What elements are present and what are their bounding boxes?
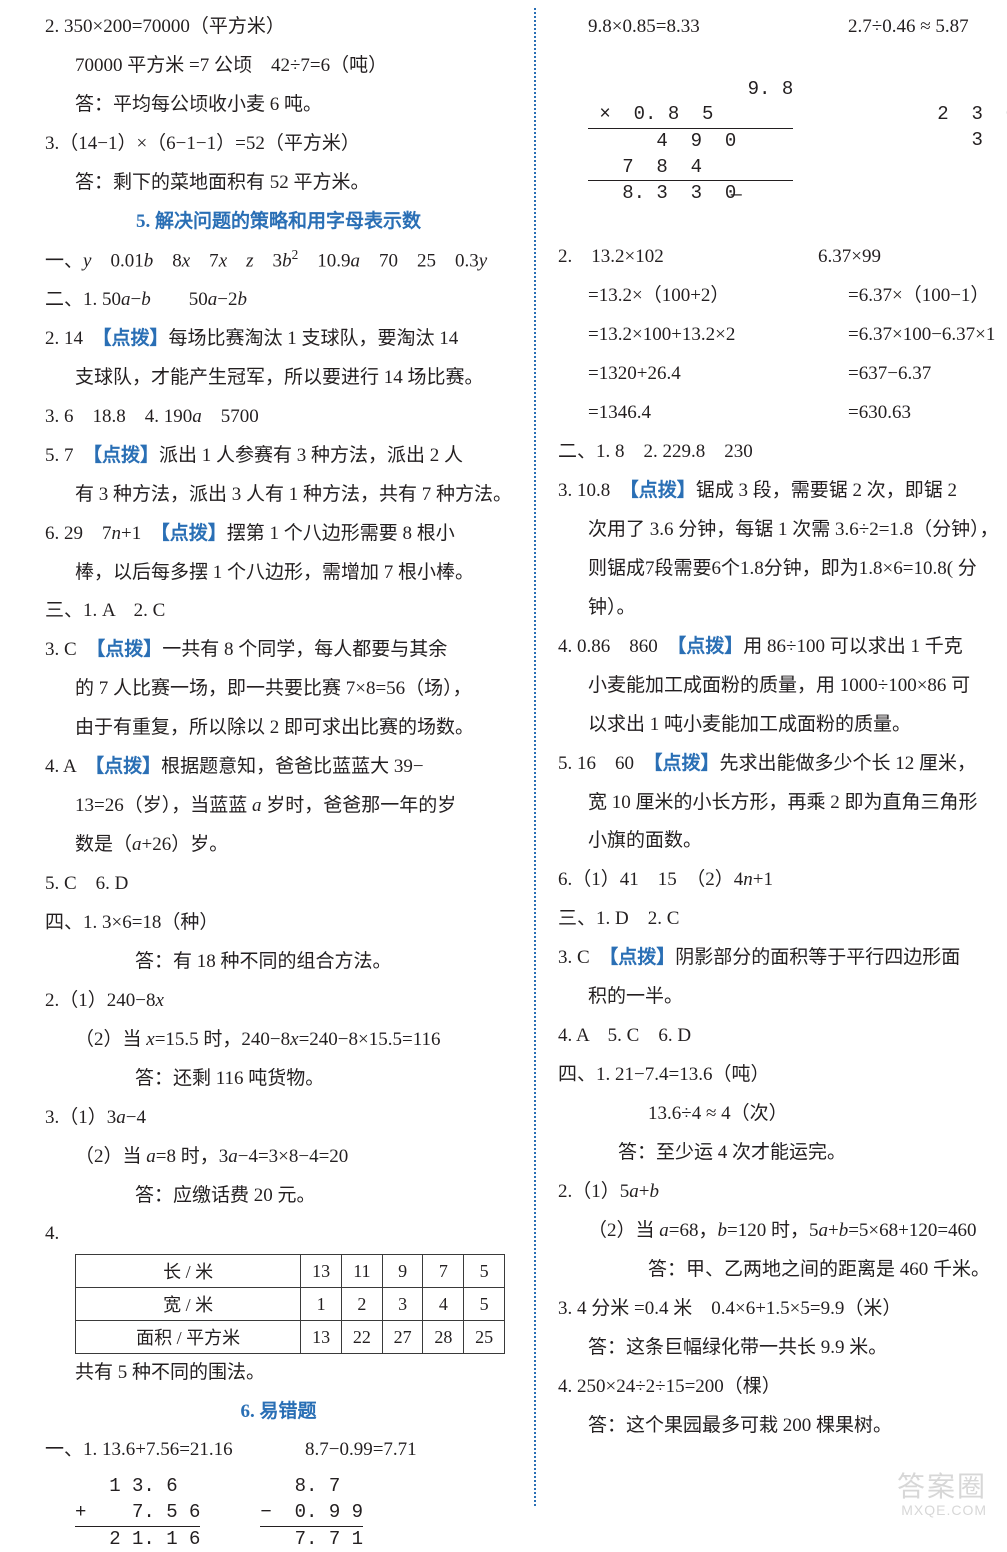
text: 3. C 【点拨】阴影部分的面积等于平行四边形面 — [558, 939, 1007, 978]
text: 数是（a+26）岁。 — [45, 826, 512, 865]
text: 4. 250×24÷2÷15=200（棵） — [558, 1368, 1007, 1407]
watermark: 答案圈 MXQE.COM — [897, 1472, 987, 1518]
text: 棒，以后每多摆 1 个八边形，需增加 7 根小棒。 — [45, 554, 512, 593]
text: （2）当 a=8 时，3a−4=3×8−4=20 — [45, 1138, 512, 1177]
text: 一、y 0.01b 8x 7x z 3b2 10.9a 70 25 0.3y — [45, 241, 512, 281]
text: 答：这条巨幅绿化带一共长 9.9 米。 — [558, 1329, 1007, 1368]
text: 四、1. 3×6=18（种） — [45, 904, 512, 943]
text: =13.2×（100+2）=6.37×（100−1） — [558, 277, 1007, 316]
text: 宽 10 厘米的小长方形，再乘 2 即为直角三角形 — [558, 784, 1007, 823]
text: 4. 0.86 860 【点拨】用 86÷100 可以求出 1 千克 — [558, 628, 1007, 667]
text: 答：甲、乙两地之间的距离是 460 千米。 — [558, 1251, 1007, 1290]
section-title-5: 5. 解决问题的策略和用字母表示数 — [45, 203, 512, 241]
text: 答：应缴话费 20 元。 — [45, 1177, 512, 1216]
text: 4. A 【点拨】根据题意知，爸爸比蓝蓝大 39− — [45, 748, 512, 787]
text: =13.2×100+13.2×2=6.37×100−6.37×1 — [558, 316, 1007, 355]
text: 9.8×0.85=8.332.7÷0.46 ≈ 5.87 — [558, 8, 1007, 47]
text: 6.（1）41 15 （2）4n+1 — [558, 861, 1007, 900]
text: 小麦能加工成面粉的质量，用 1000÷100×86 可 — [558, 667, 1007, 706]
area-table: 长 / 米1311975 宽 / 米12345 面积 / 平方米13222728… — [75, 1254, 505, 1354]
text: 答：还剩 116 吨货物。 — [45, 1060, 512, 1099]
text: =1320+26.4=637−6.37 — [558, 355, 1007, 394]
text: 3. C 【点拨】一共有 8 个同学，每人都要与其余 — [45, 631, 512, 670]
text: 的 7 人比赛一场，即一共要比赛 7×8=56（场）， — [45, 670, 512, 709]
text: 13.6÷4 ≈ 4（次） — [558, 1095, 1007, 1134]
text: 则锯成7段需要6个1.8分钟，即为1.8×6=10.8( 分 — [558, 550, 1007, 589]
text: 答：这个果园最多可栽 200 棵果树。 — [558, 1407, 1007, 1446]
text: 答：至少运 4 次才能运完。 — [558, 1134, 1007, 1173]
text: 3. 4 分米 =0.4 米 0.4×6+1.5×5=9.9（米） — [558, 1290, 1007, 1329]
text: 13=26（岁），当蓝蓝 a 岁时，爸爸那一年的岁 — [45, 787, 512, 826]
text: 答：平均每公顷收小麦 6 吨。 — [45, 86, 512, 125]
text: 钟）。 — [558, 589, 1007, 628]
text: 5. 16 60 【点拨】先求出能做多少个长 12 厘米， — [558, 745, 1007, 784]
text: 4. — [45, 1215, 512, 1254]
text: 2. 14 【点拨】每场比赛淘汰 1 支球队，要淘汰 14 — [45, 320, 512, 359]
text: 二、1. 8 2. 229.8 230 — [558, 433, 1007, 472]
right-column: 9.8×0.85=8.332.7÷0.46 ≈ 5.87 9. 8 × 0. 8… — [536, 8, 1007, 1506]
text: 以求出 1 吨小麦能加工成面粉的质量。 — [558, 706, 1007, 745]
text: （2）当 a=68，b=120 时，5a+b=5×68+120=460 — [558, 1212, 1007, 1251]
text: 三、1. D 2. C — [558, 900, 1007, 939]
text: 2.（1）5a+b — [558, 1173, 1007, 1212]
text: 积的一半。 — [558, 978, 1007, 1017]
text: 2. 13.2×1026.37×99 — [558, 238, 1007, 277]
text: 5. 7 【点拨】派出 1 人参赛有 3 种方法，派出 2 人 — [45, 437, 512, 476]
text: 次用了 3.6 分钟，每锯 1 次需 3.6÷2=1.8（分钟）， — [558, 511, 1007, 550]
text: 6. 29 7n+1 【点拨】摆第 1 个八边形需要 8 根小 — [45, 515, 512, 554]
text: 一、1. 13.6+7.56=21.168.7−0.99=7.71 — [45, 1431, 512, 1470]
table-row: 面积 / 平方米1322272825 — [76, 1321, 505, 1354]
text: =1346.4=630.63 — [558, 394, 1007, 433]
left-column: 2. 350×200=70000（平方米） 70000 平方米 =7 公顷 42… — [45, 8, 534, 1506]
text: 3.（14−1）×（6−1−1）=52（平方米） — [45, 125, 512, 164]
text: 有 3 种方法，派出 3 人有 1 种方法，共有 7 种方法。 — [45, 476, 512, 515]
text: 共有 5 种不同的围法。 — [45, 1354, 512, 1393]
text: 由于有重复，所以除以 2 即可求出比赛的场数。 — [45, 709, 512, 748]
text: 小旗的面数。 — [558, 822, 1007, 861]
text: 答：剩下的菜地面积有 52 平方米。 — [45, 164, 512, 203]
text: 三、1. A 2. C — [45, 592, 512, 631]
text: 支球队，才能产生冠军，所以要进行 14 场比赛。 — [45, 359, 512, 398]
text: 5. C 6. D — [45, 865, 512, 904]
table-row: 宽 / 米12345 — [76, 1288, 505, 1321]
text: 4. A 5. C 6. D — [558, 1017, 1007, 1056]
text: 答：有 18 种不同的组合方法。 — [45, 943, 512, 982]
table-row: 长 / 米1311975 — [76, 1255, 505, 1288]
text: （2）当 x=15.5 时，240−8x=240−8×15.5=116 — [45, 1021, 512, 1060]
text: 2.（1）240−8x — [45, 982, 512, 1021]
page: 2. 350×200=70000（平方米） 70000 平方米 =7 公顷 42… — [0, 0, 1007, 1536]
text: 70000 平方米 =7 公顷 42÷7=6（吨） — [45, 47, 512, 86]
text: 3. 10.8 【点拨】锯成 3 段，需要锯 2 次，即锯 2 — [558, 472, 1007, 511]
vertical-calc: 9. 8 × 0. 8 5 4 9 0 7 8 4 8. 3 3 0̶ 5. 8… — [588, 51, 1007, 232]
text: 3. 6 18.8 4. 190a 5700 — [45, 398, 512, 437]
text: 2. 350×200=70000（平方米） — [45, 8, 512, 47]
vertical-calc: 1 3. 6 + 7. 5 6 2 1. 1 6 8. 7 − 0. 9 9 7… — [75, 1474, 512, 1552]
text: 3.（1）3a−4 — [45, 1099, 512, 1138]
text: 四、1. 21−7.4=13.6（吨） — [558, 1056, 1007, 1095]
section-title-6: 6. 易错题 — [45, 1393, 512, 1431]
text: 二、1. 50a−b 50a−2b — [45, 281, 512, 320]
